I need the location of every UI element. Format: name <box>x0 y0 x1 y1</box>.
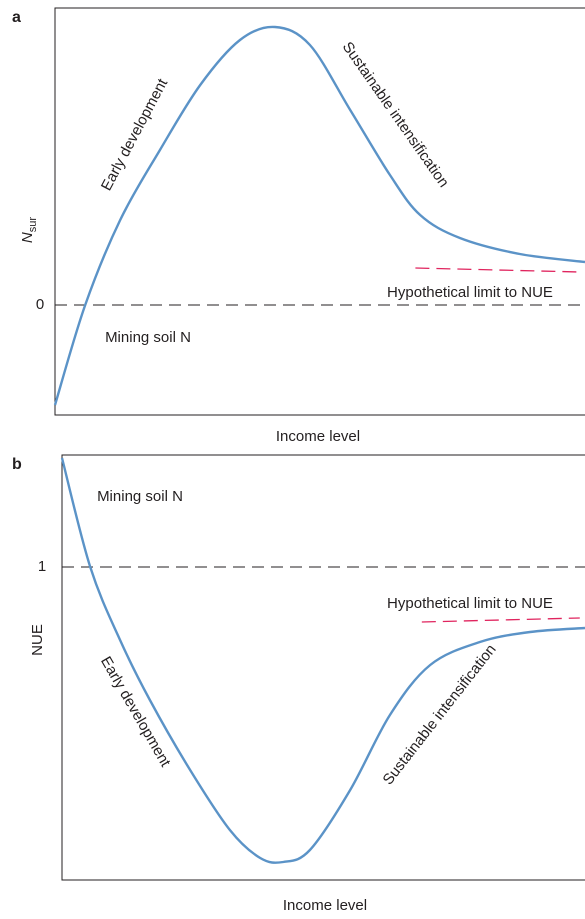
limit-line <box>421 617 580 623</box>
x-axis-label: Income level <box>283 897 367 914</box>
annotation: Sustainable intensification <box>379 641 499 788</box>
y-axis-label: NUE <box>29 624 46 656</box>
annotation: Hypothetical limit to NUE <box>387 595 553 612</box>
annotation: Hypothetical limit to NUE <box>387 284 553 301</box>
panel-label: b <box>12 456 22 473</box>
annotation: Early development <box>98 75 172 193</box>
limit-line <box>415 267 580 273</box>
y-tick-label: 1 <box>38 558 46 575</box>
y-tick-label: 0 <box>36 296 44 313</box>
annotation: Mining soil N <box>97 488 183 505</box>
y-axis-label-main: NUE <box>29 624 46 656</box>
annotation: Mining soil N <box>105 329 191 346</box>
y-axis-label-sub: sur <box>27 217 39 233</box>
plot-frame <box>54 7 585 416</box>
annotation: Sustainable intensification <box>339 39 452 191</box>
y-axis-label-main: N <box>19 232 36 243</box>
x-axis-label: Income level <box>276 428 360 445</box>
curve <box>53 25 585 406</box>
plot-frame <box>61 454 585 881</box>
curve <box>60 457 585 864</box>
y-axis-label: Nsur <box>19 217 39 243</box>
panel-label: a <box>12 9 21 26</box>
